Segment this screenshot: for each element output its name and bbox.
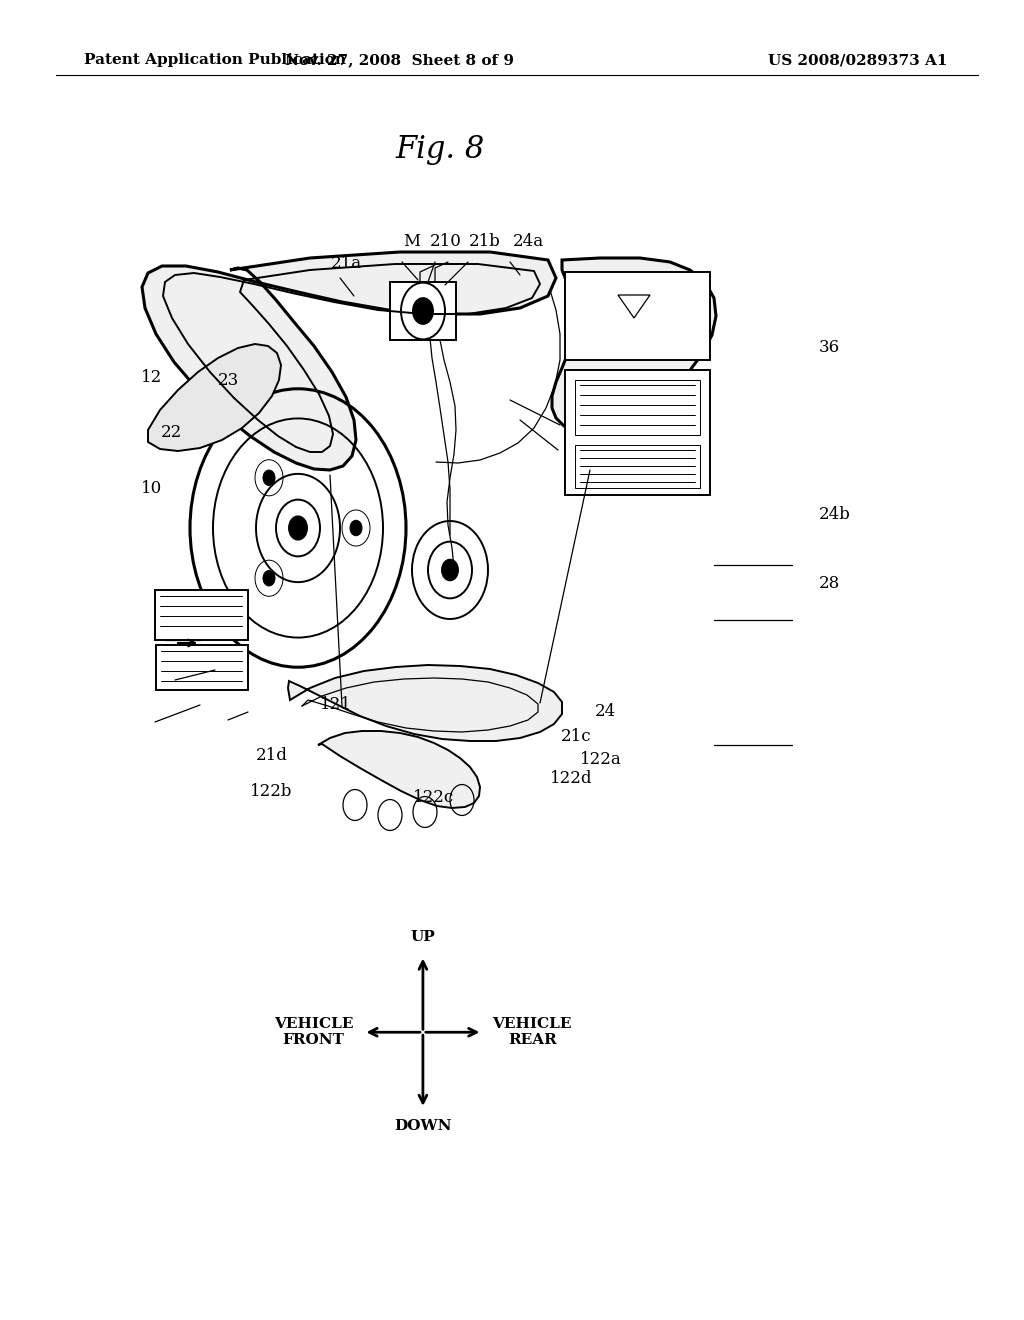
Text: 122d: 122d [550, 771, 593, 787]
Text: 23: 23 [218, 372, 239, 388]
Text: 21d: 21d [255, 747, 288, 763]
Text: 122a: 122a [581, 751, 622, 767]
Text: VEHICLE
REAR: VEHICLE REAR [493, 1018, 572, 1047]
Circle shape [442, 560, 458, 581]
Text: 21c: 21c [561, 729, 592, 744]
Text: VEHICLE
FRONT: VEHICLE FRONT [273, 1018, 353, 1047]
Text: 28: 28 [819, 576, 841, 591]
Polygon shape [288, 665, 562, 741]
Bar [575, 380, 700, 436]
Polygon shape [552, 257, 716, 432]
Text: Nov. 27, 2008  Sheet 8 of 9: Nov. 27, 2008 Sheet 8 of 9 [285, 53, 514, 67]
Circle shape [263, 570, 275, 586]
Bar [155, 590, 248, 640]
Polygon shape [318, 731, 480, 808]
Bar [565, 370, 710, 495]
Text: 24b: 24b [819, 507, 851, 523]
Bar [565, 272, 710, 360]
Circle shape [413, 298, 433, 323]
Text: 24a: 24a [513, 234, 544, 249]
Text: 24: 24 [595, 704, 615, 719]
Text: Fig. 8: Fig. 8 [395, 133, 485, 165]
Text: 36: 36 [819, 339, 841, 355]
Polygon shape [148, 345, 281, 451]
Text: DOWN: DOWN [394, 1119, 452, 1134]
Text: Patent Application Publication: Patent Application Publication [84, 53, 346, 67]
Text: 121: 121 [319, 697, 352, 713]
Text: 21b: 21b [468, 234, 501, 249]
Text: M: M [403, 234, 420, 249]
Circle shape [263, 470, 275, 486]
Polygon shape [142, 252, 556, 470]
Bar [575, 445, 700, 488]
Text: 122c: 122c [413, 789, 454, 805]
Text: 10: 10 [141, 480, 162, 496]
Text: US 2008/0289373 A1: US 2008/0289373 A1 [768, 53, 947, 67]
Text: 12: 12 [141, 370, 162, 385]
Text: 22: 22 [161, 425, 181, 441]
Text: 122b: 122b [250, 784, 293, 800]
Text: 210: 210 [429, 234, 462, 249]
Circle shape [350, 520, 362, 536]
Bar [156, 645, 248, 690]
Circle shape [289, 516, 307, 540]
Polygon shape [618, 294, 650, 318]
Text: 21a: 21a [331, 256, 361, 272]
Bar [390, 282, 456, 341]
Text: UP: UP [411, 929, 435, 944]
